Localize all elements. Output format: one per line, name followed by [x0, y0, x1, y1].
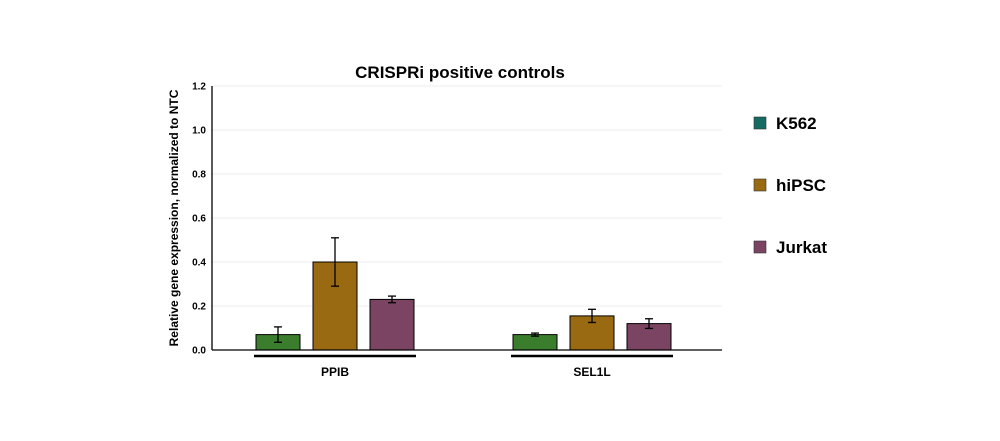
y-tick-label: 1.2 — [192, 82, 206, 93]
legend-label: hiPSC — [776, 176, 826, 195]
legend-swatch — [753, 116, 767, 130]
y-axis-label: Relative gene expression, normalized to … — [167, 89, 181, 346]
y-tick-labels: 0.0 0.2 0.4 0.6 0.8 1.0 1.2 — [192, 82, 206, 357]
x-tick-label: PPIB — [321, 365, 349, 379]
bar — [512, 334, 558, 351]
x-tick-label: SEL1L — [573, 365, 610, 379]
y-tick-label: 1.0 — [192, 126, 206, 137]
chart-title: CRISPRi positive controls — [355, 63, 565, 82]
legend: K562 hiPSC Jurkat — [753, 114, 827, 257]
y-tick-label: 0.4 — [192, 258, 206, 269]
y-tick-label: 0.6 — [192, 214, 206, 225]
legend-label: K562 — [776, 114, 817, 133]
legend-swatch — [753, 240, 767, 254]
bar — [369, 298, 415, 351]
y-tick-label: 0.8 — [192, 170, 206, 181]
category-groups: PPIB SEL1L — [254, 354, 673, 379]
legend-label: Jurkat — [776, 238, 827, 257]
y-tick-label: 0.0 — [192, 346, 206, 357]
y-tick-label: 0.2 — [192, 302, 206, 313]
legend-swatch — [753, 178, 767, 192]
grid-lines — [212, 85, 722, 307]
error-bars — [274, 237, 653, 343]
